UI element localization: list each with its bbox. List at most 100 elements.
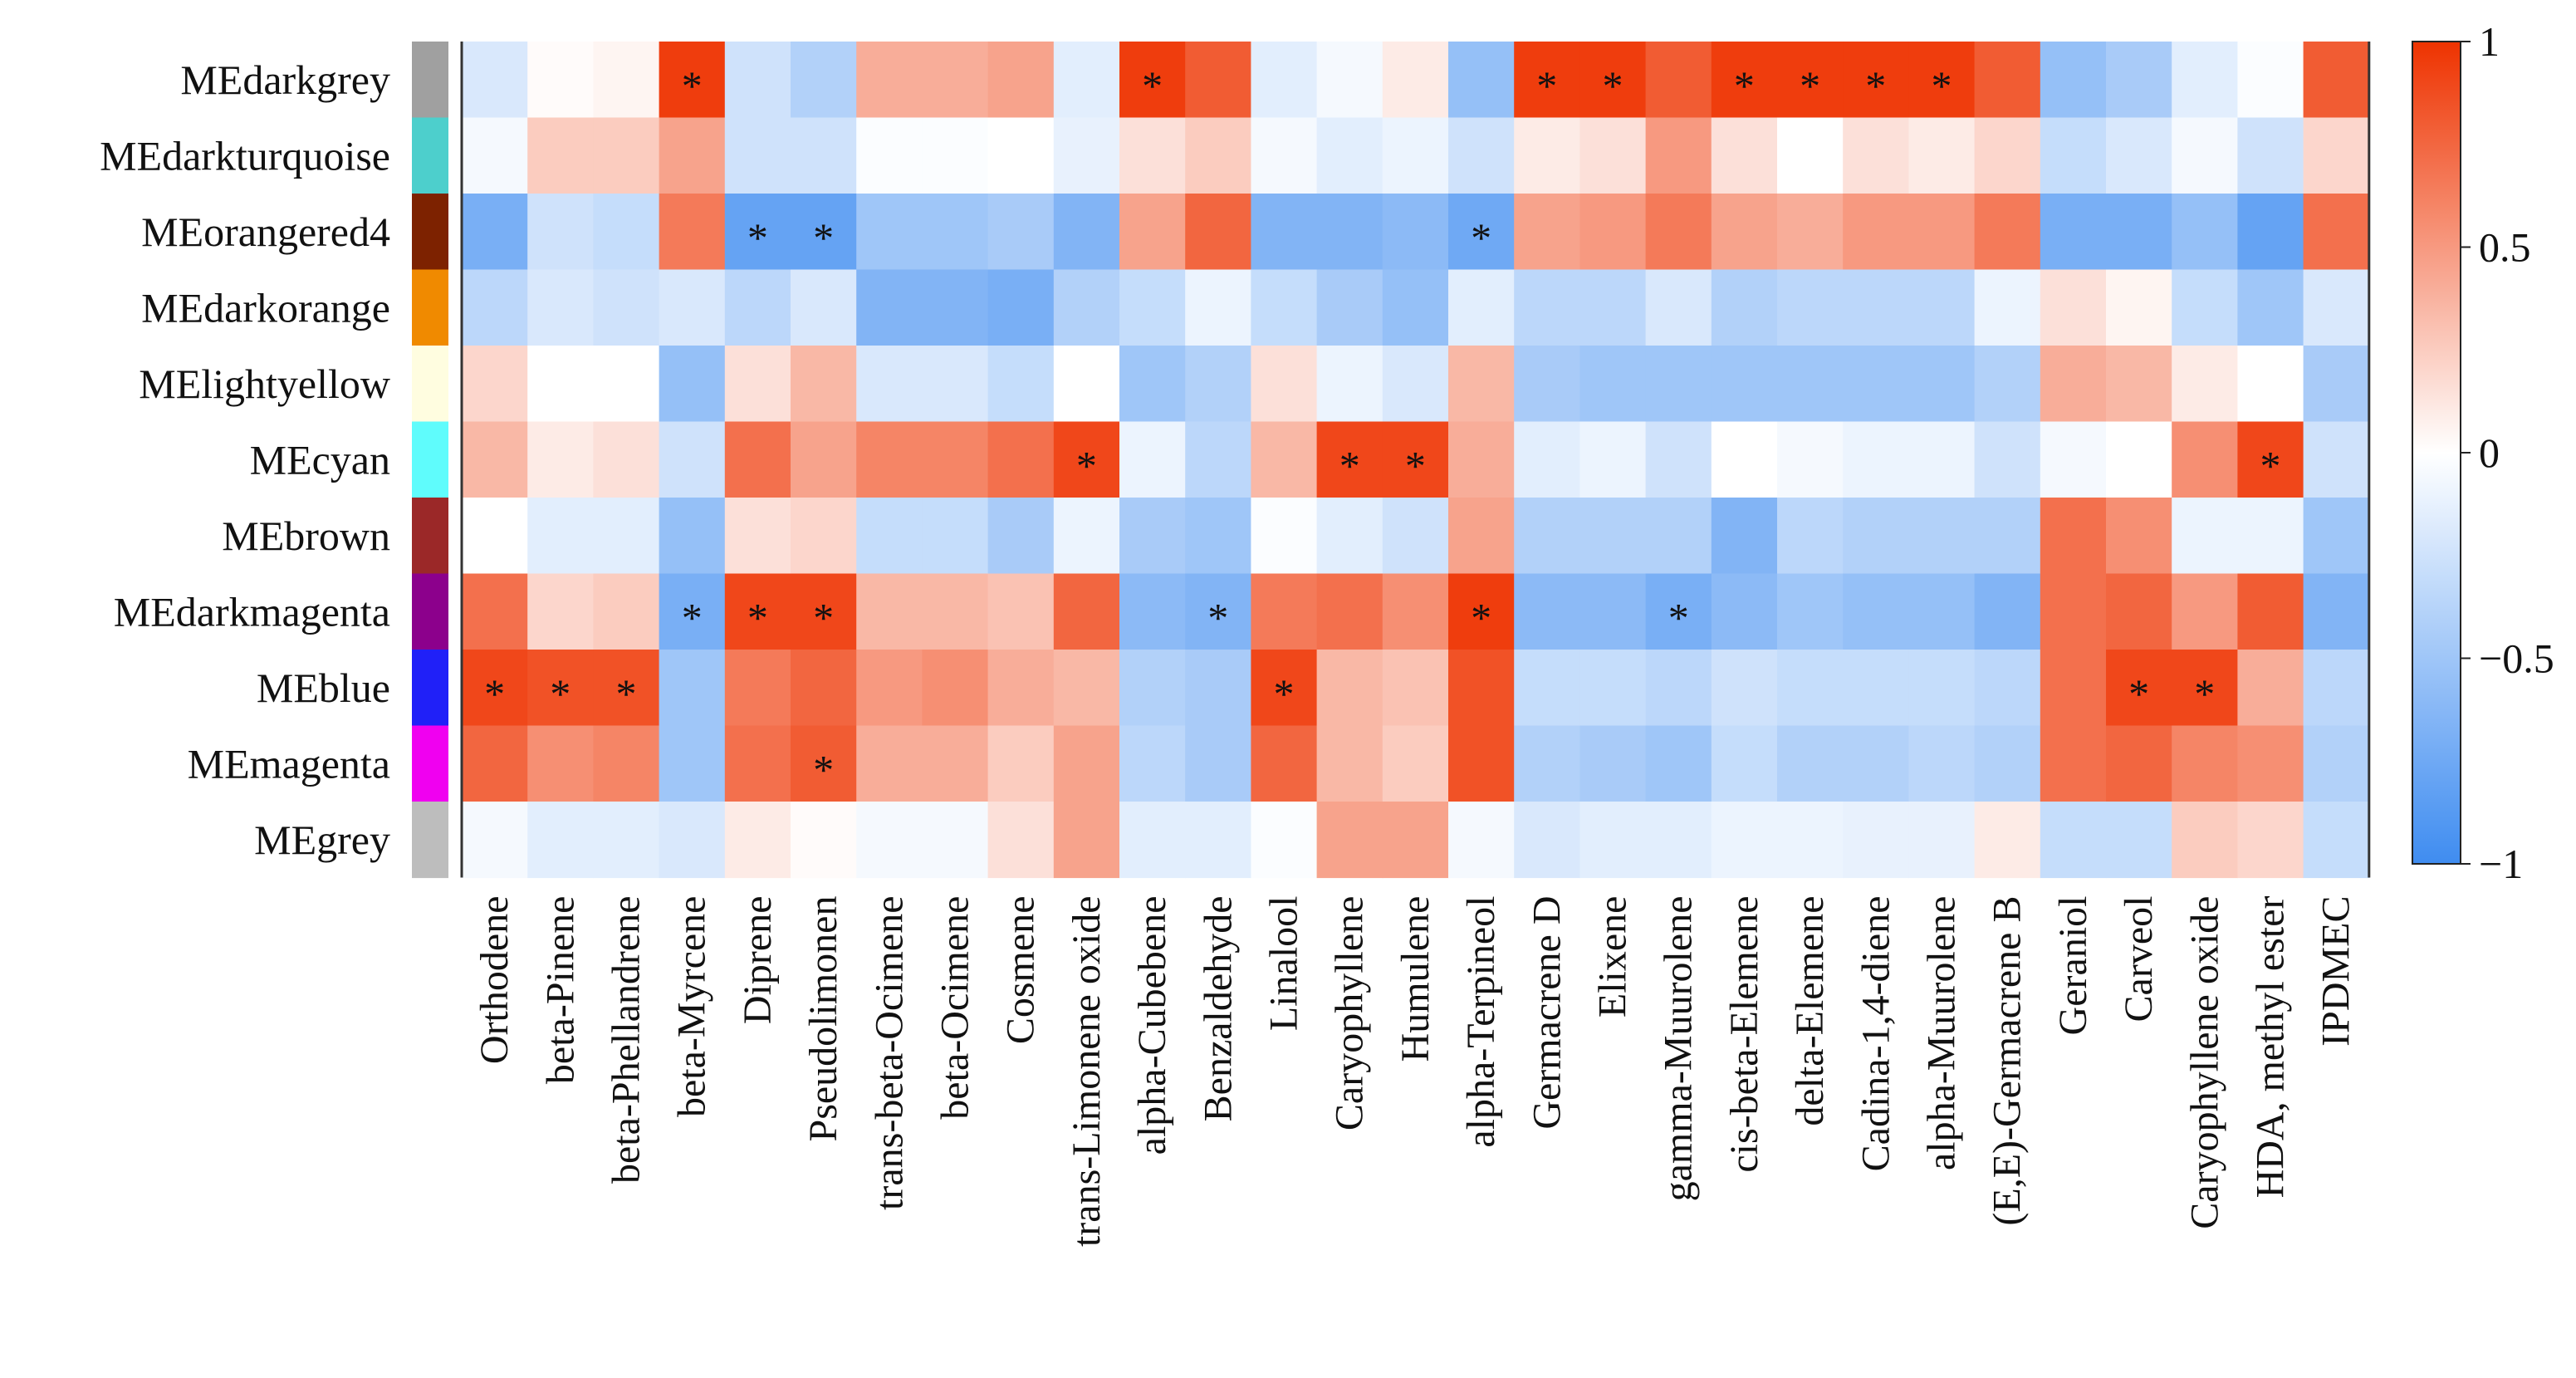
heatmap-cell	[987, 573, 1055, 650]
heatmap-cell	[1185, 117, 1251, 194]
heatmap-cell	[1316, 725, 1383, 802]
row-label-meorangered4: MEorangered4	[141, 208, 390, 255]
heatmap-cell	[659, 498, 726, 575]
significance-star: *	[1800, 62, 1820, 109]
heatmap-cell	[527, 650, 594, 727]
heatmap-cell	[1974, 269, 2041, 346]
heatmap-cell	[1448, 650, 1515, 727]
heatmap-cell	[1251, 269, 1318, 346]
significance-star: *	[1865, 62, 1886, 109]
heatmap-cell	[791, 650, 857, 727]
heatmap-cell	[1053, 802, 1120, 879]
heatmap-cell	[1579, 346, 1647, 423]
heatmap-cell	[1711, 117, 1778, 194]
significance-star: *	[682, 62, 703, 109]
heatmap-cell	[1448, 117, 1515, 194]
heatmap-cell	[2172, 421, 2238, 498]
column-label-germacrene-d: Germacrene D	[1525, 896, 1569, 1130]
heatmap-cell	[2106, 725, 2172, 802]
heatmap-cell	[1514, 650, 1580, 727]
heatmap-cell	[527, 194, 594, 271]
row-label-melightyellow: MElightyellow	[139, 360, 390, 407]
heatmap-cell	[1185, 802, 1251, 879]
heatmap-cell	[1382, 421, 1449, 498]
heatmap-cell	[1382, 498, 1449, 575]
heatmap-cell	[1316, 269, 1383, 346]
heatmap-cell	[922, 802, 989, 879]
heatmap-cell	[1514, 573, 1580, 650]
heatmap-cell	[593, 421, 660, 498]
column-label-linalool: Linalool	[1262, 896, 1306, 1032]
heatmap-cell	[987, 42, 1055, 119]
heatmap-cell	[2106, 573, 2172, 650]
heatmap-cell	[2303, 42, 2370, 119]
heatmap-cells	[462, 42, 2370, 879]
heatmap-cell	[1448, 269, 1515, 346]
heatmap-cell	[2303, 269, 2370, 346]
heatmap-cell	[2106, 269, 2172, 346]
heatmap-cell	[2237, 498, 2304, 575]
heatmap-cell	[1251, 421, 1318, 498]
heatmap-cell	[1843, 421, 1909, 498]
column-label-beta-phellandrene: beta-Phellandrene	[605, 896, 649, 1184]
heatmap-cell	[1119, 421, 1186, 498]
column-label-geraniol: Geraniol	[2051, 896, 2095, 1036]
heatmap-cell	[2237, 346, 2304, 423]
heatmap-cell	[593, 573, 660, 650]
heatmap-cell	[922, 42, 989, 119]
heatmap-cell	[1645, 117, 1712, 194]
heatmap-cell	[659, 194, 726, 271]
column-label-carveol: Carveol	[2117, 896, 2161, 1022]
heatmap-cell	[1711, 573, 1778, 650]
module-swatch-meorangered4	[412, 194, 448, 271]
heatmap-cell	[1645, 346, 1712, 423]
heatmap-cell	[856, 725, 923, 802]
heatmap-cell	[2172, 498, 2238, 575]
heatmap-cell	[1579, 421, 1647, 498]
heatmap-cell	[2040, 269, 2107, 346]
column-label-alpha-terpineol: alpha-Terpineol	[1459, 896, 1503, 1148]
significance-star: *	[1932, 62, 1952, 109]
heatmap-cell	[856, 42, 923, 119]
heatmap-cell	[1908, 117, 1976, 194]
heatmap-cell	[1514, 498, 1580, 575]
heatmap-cell	[2172, 573, 2238, 650]
heatmap-cell	[987, 346, 1055, 423]
column-label-beta-myrcene: beta-Myrcene	[670, 896, 714, 1118]
heatmap-cell	[593, 346, 660, 423]
significance-star: *	[2194, 670, 2215, 717]
heatmap-cell	[2303, 650, 2370, 727]
significance-star: *	[616, 670, 637, 717]
heatmap-cell	[1579, 498, 1647, 575]
column-label-humulene: Humulene	[1393, 896, 1437, 1062]
heatmap-cell	[1185, 421, 1251, 498]
heatmap-cell	[1119, 725, 1186, 802]
heatmap-cell	[856, 269, 923, 346]
significance-star: *	[2128, 670, 2149, 717]
heatmap-cell	[1908, 269, 1976, 346]
significance-star: *	[1668, 594, 1689, 640]
heatmap-cell	[1448, 498, 1515, 575]
heatmap-cell	[791, 725, 857, 802]
heatmap-cell	[1316, 42, 1383, 119]
heatmap-cell	[1777, 269, 1844, 346]
heatmap-cell	[1382, 725, 1449, 802]
heatmap-cell	[527, 725, 594, 802]
column-labels: Orthodene beta-Pinene beta-Phellandrene bet…	[473, 895, 2358, 1247]
heatmap-cell	[1843, 650, 1909, 727]
heatmap-cell	[2172, 802, 2238, 879]
heatmap-cell	[1777, 498, 1844, 575]
heatmap-cell	[791, 42, 857, 119]
heatmap-cell	[922, 421, 989, 498]
column-label-diprene: Diprene	[736, 896, 780, 1025]
heatmap-cell	[2106, 802, 2172, 879]
heatmap-cell	[1382, 802, 1449, 879]
heatmap-cell	[2172, 42, 2238, 119]
heatmap-cell	[593, 802, 660, 879]
heatmap-cell	[1053, 269, 1120, 346]
colorbar-gradient	[2412, 41, 2461, 865]
heatmap-cell	[1185, 346, 1251, 423]
heatmap-cell	[1645, 498, 1712, 575]
heatmap-cell	[2172, 117, 2238, 194]
heatmap-cell	[1251, 573, 1318, 650]
